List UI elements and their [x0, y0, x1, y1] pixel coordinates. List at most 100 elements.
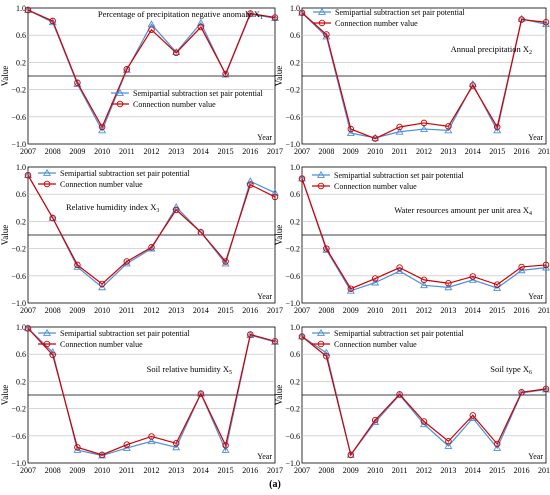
y-tick-label: 1.0: [290, 323, 300, 332]
x-tick-label: 2012: [416, 147, 432, 156]
data-point-circle: [396, 391, 403, 398]
y-tick-label: −0.2: [11, 245, 26, 254]
x-tick-label: 2016: [242, 306, 258, 315]
data-point-triangle: [371, 278, 380, 286]
x-tick-label: 2010: [94, 306, 110, 315]
x-tick-label: 2014: [193, 466, 209, 475]
legend-marker-triangle: [317, 170, 325, 178]
legend-entry: Semipartial subtraction set pair potenti…: [335, 8, 466, 17]
series-line-1: [27, 174, 276, 289]
data-point-circle: [222, 258, 229, 265]
x-tick-label: 2016: [514, 466, 530, 475]
x-tick-label: 2007: [20, 466, 36, 475]
data-point-triangle: [395, 266, 404, 274]
x-tick-label: 2016: [242, 466, 258, 475]
legend-marker-circle: [43, 340, 51, 348]
y-axis-label: Value: [0, 225, 10, 246]
series-line-2: [301, 178, 547, 290]
data-point-circle: [222, 442, 229, 449]
x-tick-label: 2013: [440, 147, 456, 156]
x-tick-label: 2017: [267, 306, 283, 315]
x-tick-label: 2009: [69, 306, 85, 315]
x-tick-label: 2010: [367, 466, 383, 475]
x-tick-label: 2007: [20, 306, 36, 315]
data-point-triangle: [196, 18, 205, 26]
data-point-triangle: [221, 259, 230, 267]
x-tick-label: 2013: [440, 466, 456, 475]
y-axis-label: Value: [0, 66, 10, 87]
y-tick-label: 0.2: [16, 58, 26, 67]
y-tick-label: −1.0: [285, 299, 300, 308]
x-tick-label: 2007: [294, 306, 310, 315]
data-point-circle: [542, 19, 550, 26]
legend-entry: Semipartial subtraction set pair potenti…: [334, 329, 465, 338]
data-point-triangle: [444, 126, 453, 134]
data-point-circle: [445, 437, 452, 445]
data-point-circle: [172, 49, 180, 57]
data-point-triangle: [346, 286, 355, 294]
data-point-circle: [493, 281, 501, 288]
x-tick-label: 2008: [318, 306, 334, 315]
legend-entry: Semipartial subtraction set pair potenti…: [60, 329, 191, 338]
y-tick-label: −0.6: [11, 113, 26, 122]
y-tick-label: 1.0: [16, 4, 26, 13]
data-point-circle: [445, 280, 452, 287]
x-axis-label: Year: [528, 133, 543, 142]
x-tick-label: 2007: [20, 147, 36, 156]
x-axis-label: Year: [257, 133, 272, 142]
data-point-circle: [347, 451, 355, 459]
chart-title: Percentage of precipitation negative ano…: [98, 9, 263, 21]
legend-marker-triangle: [317, 328, 325, 336]
x-tick-label: 2017: [267, 466, 283, 475]
chart-title: Soil relative humidity X5: [147, 364, 232, 376]
x-tick-label: 2015: [218, 466, 234, 475]
data-point-circle: [271, 14, 279, 21]
y-axis-label: Value: [274, 225, 284, 246]
y-axis-label: Value: [0, 385, 10, 406]
y-tick-label: −0.6: [285, 432, 300, 441]
y-axis-label: Value: [274, 66, 284, 87]
data-point-circle: [445, 123, 452, 130]
x-tick-label: 2013: [168, 466, 184, 475]
x-tick-label: 2015: [218, 306, 234, 315]
data-point-circle: [74, 79, 81, 87]
x-tick-label: 2010: [94, 466, 110, 475]
data-point-circle: [420, 276, 428, 284]
x-tick-label: 2007: [294, 466, 310, 475]
y-tick-label: −0.6: [11, 432, 26, 441]
x-tick-label: 2011: [392, 306, 408, 315]
x-tick-label: 2011: [119, 466, 135, 475]
data-point-triangle: [444, 441, 453, 449]
legend-marker-triangle: [318, 7, 326, 15]
data-point-circle: [49, 214, 56, 222]
data-point-circle: [420, 418, 428, 425]
y-tick-label: −0.2: [11, 405, 26, 414]
legend-marker-circle: [318, 19, 326, 27]
legend-entry: Semipartial subtraction set pair potenti…: [60, 169, 191, 178]
legend-marker-circle: [317, 340, 325, 348]
x-tick-label: 2015: [218, 147, 234, 156]
data-point-triangle: [246, 177, 255, 185]
data-point-triangle: [322, 348, 331, 356]
data-point-circle: [298, 175, 306, 182]
data-point-circle: [323, 31, 330, 38]
y-tick-label: 1.0: [16, 323, 26, 332]
series-line-2: [27, 174, 276, 285]
legend-marker-circle: [116, 100, 124, 108]
y-tick-label: 0.2: [16, 377, 26, 386]
y-tick-label: 1.0: [16, 163, 26, 172]
y-tick-label: −0.6: [11, 272, 26, 281]
legend-entry: Connection number value: [334, 340, 417, 349]
x-tick-label: 2014: [193, 306, 209, 315]
y-tick-label: −0.2: [285, 245, 300, 254]
data-point-circle: [493, 123, 501, 131]
data-point-circle: [396, 264, 403, 271]
data-point-triangle: [493, 126, 502, 134]
data-point-triangle: [147, 437, 156, 445]
data-point-circle: [298, 9, 306, 17]
data-point-circle: [49, 17, 56, 25]
legend-marker-triangle: [43, 168, 51, 176]
